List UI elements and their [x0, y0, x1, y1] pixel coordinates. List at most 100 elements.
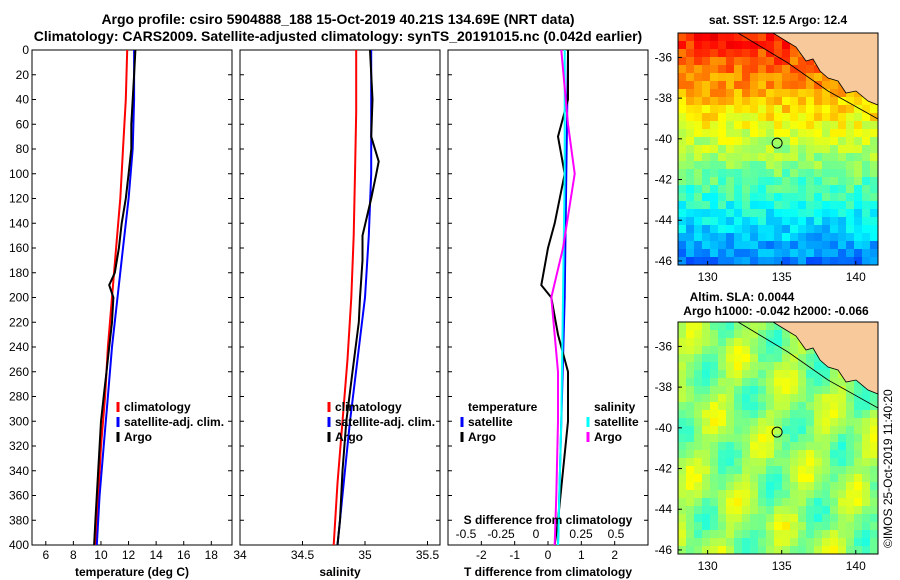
map-cell	[734, 522, 742, 530]
map-cell	[686, 378, 694, 386]
map-cell	[694, 177, 702, 185]
map-cell	[798, 530, 806, 538]
map-cell	[790, 370, 798, 378]
map-cell	[726, 137, 734, 145]
map-cell	[726, 105, 734, 113]
map-cell	[838, 97, 846, 105]
map-cell	[726, 370, 734, 378]
map-cell	[798, 346, 806, 354]
map-cell	[758, 546, 766, 554]
map-frame	[677, 32, 879, 266]
top-tick-label: -0.25	[487, 527, 515, 541]
map-cell	[782, 498, 790, 506]
map-cell	[718, 217, 726, 225]
map-cell	[718, 201, 726, 209]
map-cell	[838, 458, 846, 466]
map-cell	[750, 466, 758, 474]
map-cell	[782, 201, 790, 209]
map-cell	[870, 177, 878, 185]
map-cell	[686, 73, 694, 81]
map-cell	[758, 105, 766, 113]
map-cell	[830, 233, 838, 241]
map-cell	[806, 97, 814, 105]
map-cell	[854, 241, 862, 249]
map-cell	[846, 193, 854, 201]
map-cell	[798, 217, 806, 225]
depth-tick-label: 60	[16, 117, 30, 131]
map-cell	[694, 378, 702, 386]
map-cell	[686, 65, 694, 73]
map-cell	[782, 482, 790, 490]
map-cell	[718, 193, 726, 201]
map-cell	[790, 522, 798, 530]
map-cell	[862, 482, 870, 490]
depth-tick-label: 120	[9, 192, 29, 206]
map-cell	[774, 249, 782, 257]
map-cell	[870, 145, 878, 153]
map-cell	[838, 450, 846, 458]
map-cell	[838, 498, 846, 506]
map-cell	[766, 33, 774, 41]
map-cell	[678, 322, 686, 330]
map-cell	[702, 474, 710, 482]
map-cell	[694, 153, 702, 161]
map-cell	[782, 330, 790, 338]
map-cell	[782, 145, 790, 153]
map-cell	[798, 498, 806, 506]
map-cell	[790, 538, 798, 546]
map-cell	[702, 434, 710, 442]
map-cell	[726, 217, 734, 225]
map-cell	[750, 249, 758, 257]
map-cell	[718, 490, 726, 498]
map-cell	[734, 105, 742, 113]
map-cell	[806, 177, 814, 185]
map-cell	[766, 41, 774, 49]
map-cell	[710, 458, 718, 466]
map-cell	[734, 201, 742, 209]
map-cell	[806, 121, 814, 129]
map-cell	[734, 482, 742, 490]
map-cell	[798, 402, 806, 410]
map-cell	[742, 338, 750, 346]
map-cell	[694, 57, 702, 65]
map-cell	[726, 538, 734, 546]
map-cell	[766, 490, 774, 498]
map-cell	[726, 322, 734, 330]
map-cell	[726, 249, 734, 257]
map-cell	[830, 370, 838, 378]
map-cell	[774, 209, 782, 217]
map-cell	[782, 121, 790, 129]
map-cell	[766, 249, 774, 257]
lat-tick-label: -40	[655, 421, 673, 435]
map-cell	[854, 530, 862, 538]
map-cell	[702, 193, 710, 201]
map-cell	[718, 65, 726, 73]
x-tick-label: 12	[122, 548, 136, 562]
map-cell	[742, 434, 750, 442]
map-cell	[710, 65, 718, 73]
map-cell	[806, 394, 814, 402]
lat-tick-label: -36	[655, 339, 673, 353]
map-cell	[854, 506, 862, 514]
map-cell	[694, 33, 702, 41]
map-cell	[822, 257, 830, 265]
map-cell	[742, 370, 750, 378]
map-cell	[678, 354, 686, 362]
map-cell	[766, 346, 774, 354]
map-cell	[774, 530, 782, 538]
map-cell	[862, 121, 870, 129]
map-cell	[782, 65, 790, 73]
map-cell	[822, 129, 830, 137]
map-cell	[846, 378, 854, 386]
map-cell	[830, 177, 838, 185]
map-cell	[838, 241, 846, 249]
map-cell	[862, 426, 870, 434]
map-cell	[710, 137, 718, 145]
map-cell	[758, 209, 766, 217]
map-cell	[678, 217, 686, 225]
map-cell	[758, 394, 766, 402]
depth-tick-label: 300	[9, 414, 29, 428]
map-cell	[822, 97, 830, 105]
map-cell	[686, 81, 694, 89]
